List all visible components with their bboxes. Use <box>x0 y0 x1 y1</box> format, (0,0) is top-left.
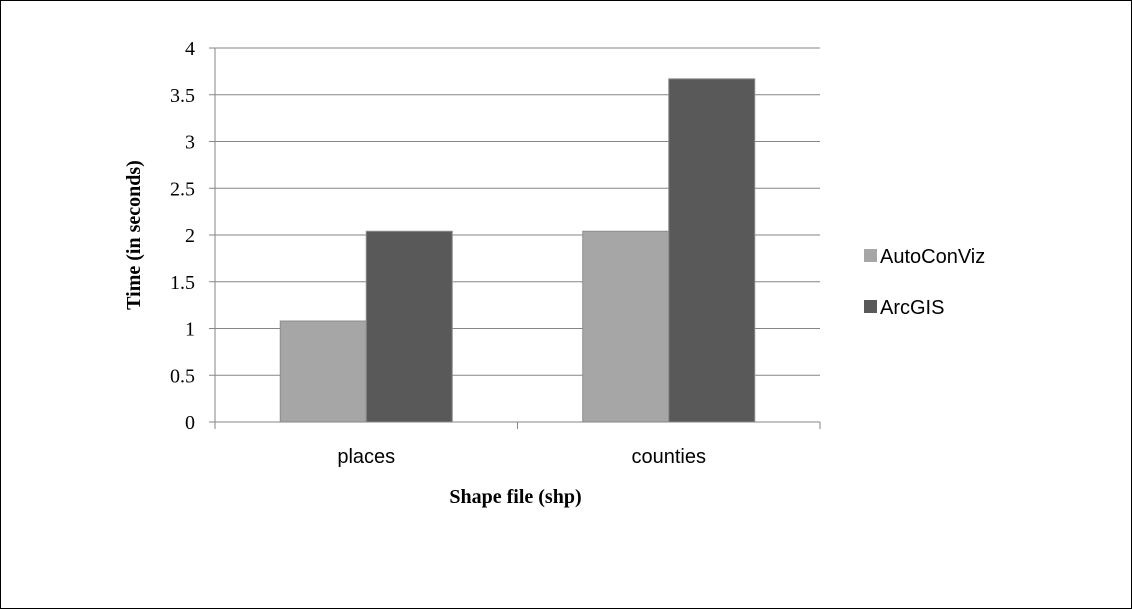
legend-label: ArcGIS <box>880 297 944 319</box>
legend-swatch <box>864 249 877 262</box>
x-tick-label: places <box>337 446 395 468</box>
bar-arcgis-counties <box>668 78 756 423</box>
y-tick-label: 3 <box>185 132 195 154</box>
x-tick-label: counties <box>632 446 707 468</box>
x-axis-title: Shape file (shp) <box>449 486 581 508</box>
y-tick-label: 2.5 <box>170 178 195 200</box>
bars <box>279 78 756 423</box>
y-axis-title: Time (in seconds) <box>123 160 145 310</box>
y-tick-label: 3.5 <box>170 85 195 107</box>
y-ticks: 0 0.5 1 1.5 2 2.5 3 3.5 4 <box>170 38 215 434</box>
y-tick-label: 1 <box>185 319 195 341</box>
x-ticks: places counties <box>214 422 821 468</box>
legend: AutoConViz ArcGIS <box>864 246 985 319</box>
bar-autoconviz-places <box>279 320 367 423</box>
y-tick-label: 0 <box>185 412 195 434</box>
legend-swatch <box>864 300 877 313</box>
bar-arcgis-places <box>365 230 453 423</box>
legend-label: AutoConViz <box>880 246 985 268</box>
bar-autoconviz-counties <box>582 230 670 423</box>
y-tick-label: 2 <box>185 225 195 247</box>
y-tick-label: 1.5 <box>170 272 195 294</box>
y-tick-label: 0.5 <box>170 365 195 387</box>
y-tick-label: 4 <box>185 38 195 60</box>
